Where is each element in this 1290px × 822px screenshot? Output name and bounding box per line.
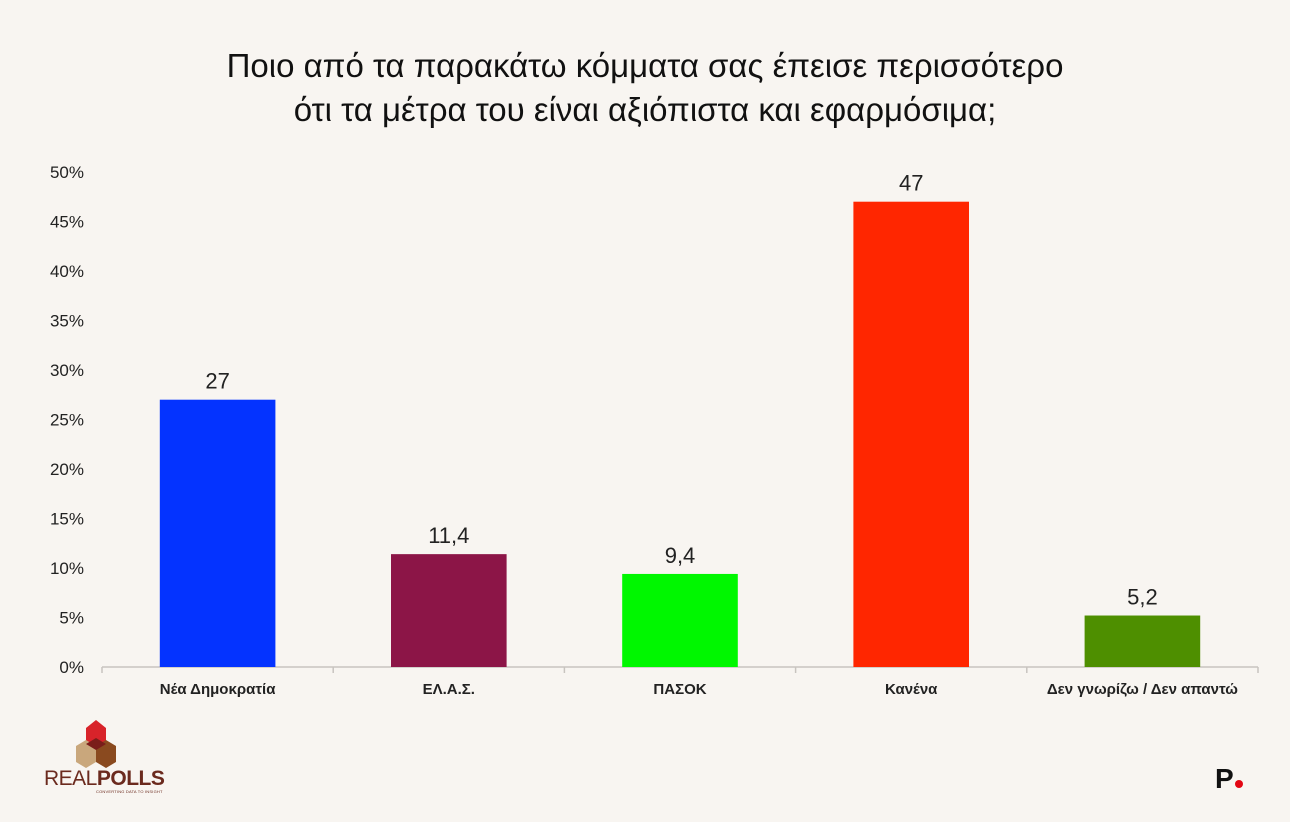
- realpolls-logo-text: REALPOLLS: [44, 767, 165, 791]
- category-label: Νέα Δημοκρατία: [160, 681, 276, 698]
- title-line-1: Ποιο από τα παρακάτω κόμματα σας έπεισε …: [226, 47, 1064, 84]
- y-tick-label: 10%: [50, 559, 84, 578]
- y-tick-label: 30%: [50, 361, 84, 380]
- y-tick-label: 15%: [50, 510, 84, 529]
- category-label: Κανένα: [885, 681, 938, 698]
- category-label: Δεν γνωρίζω / Δεν απαντώ: [1047, 681, 1238, 698]
- realpolls-tagline: CONVERTING DATA TO INSIGHT: [96, 789, 163, 794]
- publisher-mark: P: [1215, 763, 1234, 794]
- y-tick-label: 35%: [50, 312, 84, 331]
- publisher-logo: P: [1215, 764, 1243, 794]
- data-label: 27: [205, 369, 229, 394]
- y-tick-label: 50%: [50, 163, 84, 182]
- y-tick-label: 20%: [50, 460, 84, 479]
- y-tick-label: 5%: [59, 609, 84, 628]
- y-tick-label: 45%: [50, 213, 84, 232]
- data-label: 5,2: [1127, 585, 1158, 610]
- data-label: 11,4: [428, 523, 469, 548]
- y-tick-label: 25%: [50, 411, 84, 430]
- data-label: 47: [899, 171, 923, 196]
- logo-text-real: REAL: [44, 767, 97, 790]
- y-tick-label: 0%: [59, 658, 84, 677]
- bar: [853, 201, 969, 667]
- bar: [622, 573, 738, 667]
- bar: [1084, 615, 1201, 667]
- publisher-dot-icon: [1234, 780, 1243, 788]
- title-line-2: ότι τα μέτρα του είναι αξιόπιστα και εφα…: [293, 91, 997, 128]
- bar: [159, 399, 276, 667]
- category-label: ΕΛ.Α.Σ.: [423, 681, 475, 698]
- chart-title: Ποιο από τα παρακάτω κόμματα σας έπεισε …: [0, 44, 1290, 132]
- realpolls-logo-icon: [76, 720, 116, 768]
- logo-text-polls: POLLS: [96, 767, 165, 790]
- bar: [391, 554, 507, 667]
- data-label: 9,4: [665, 543, 696, 568]
- category-label: ΠΑΣΟΚ: [653, 681, 706, 698]
- y-tick-label: 40%: [50, 262, 84, 281]
